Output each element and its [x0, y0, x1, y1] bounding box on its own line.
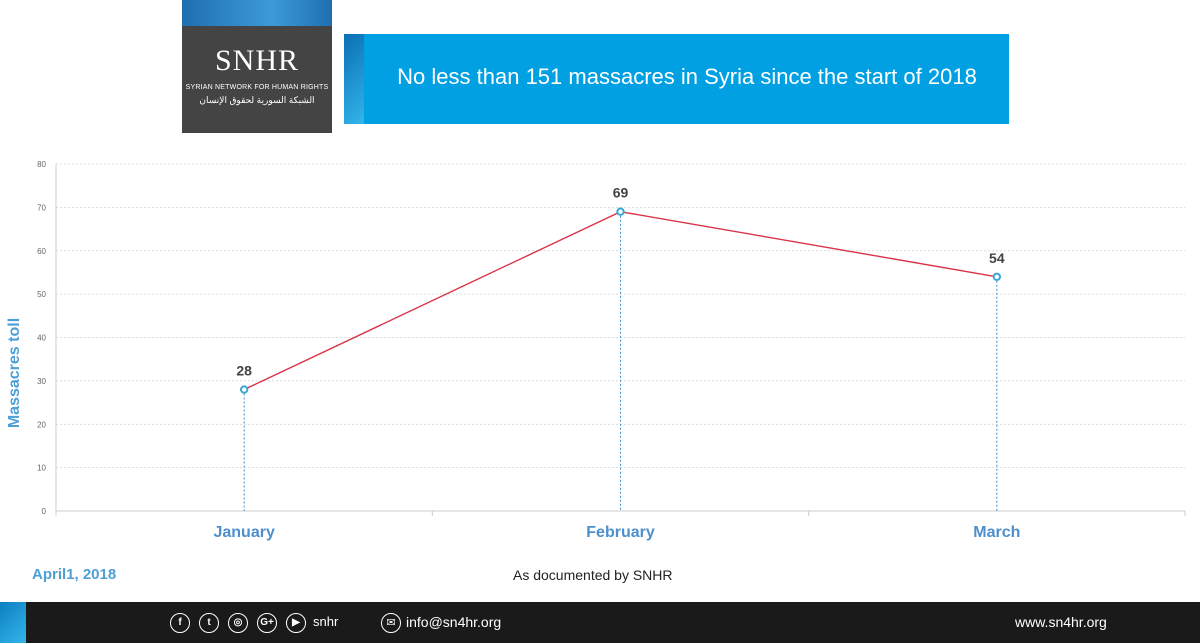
y-tick-label: 80	[37, 160, 46, 169]
x-category-label: January	[213, 524, 274, 541]
data-point	[239, 385, 249, 394]
instagram-icon[interactable]: ◎	[228, 613, 248, 633]
x-category-label: February	[586, 524, 655, 541]
logo-wordmark: SNHR	[214, 44, 300, 77]
footer-corner-accent	[0, 602, 26, 643]
y-tick-label: 0	[42, 507, 47, 516]
snhr-logo: SNHR SYRIAN NETWORK FOR HUMAN RIGHTS الش…	[182, 0, 332, 133]
data-point	[616, 207, 625, 216]
twitter-icon[interactable]: t	[199, 613, 219, 633]
axis-layer: 0 10 20 30 40 50 60 70 80 January February March	[37, 160, 1186, 541]
data-point	[992, 272, 1002, 281]
mark-layer: 28 69 54	[236, 185, 1005, 511]
footer-bar: f t ◎ G+ ▶ snhr ✉ info@sn4hr.org www.sn4hr.o…	[0, 602, 1200, 643]
source-note: As documented by SNHR	[513, 567, 673, 583]
data-label: 54	[989, 250, 1005, 266]
logo-subtitle-arabic: الشبكة السورية لحقوق الإنسان	[199, 95, 315, 105]
google-plus-icon[interactable]: G+	[257, 613, 277, 633]
social-handle: snhr	[313, 614, 339, 629]
data-label: 28	[236, 363, 252, 379]
facebook-icon[interactable]: f	[170, 613, 190, 633]
y-tick-label: 20	[37, 420, 46, 429]
y-tick-label: 40	[37, 334, 46, 343]
line-chart: 0 10 20 30 40 50 60 70 80 January February March 28…	[6, 160, 1186, 541]
title-banner: No less than 151 massacres in Syria sinc…	[344, 34, 1009, 124]
logo-subtitle-english: SYRIAN NETWORK FOR HUMAN RIGHTS	[185, 84, 329, 91]
chart-title: No less than 151 massacres in Syria sinc…	[397, 64, 977, 89]
y-axis-label: Massacres toll	[6, 318, 23, 428]
y-tick-label: 60	[37, 247, 46, 256]
date-label: April1, 2018	[32, 566, 117, 583]
logo-band	[182, 0, 332, 26]
x-category-label: March	[973, 524, 1020, 541]
website-link[interactable]: www.sn4hr.org	[1015, 614, 1107, 630]
email-icon: ✉	[381, 613, 401, 633]
y-tick-label: 50	[37, 290, 46, 299]
email-address[interactable]: info@sn4hr.org	[406, 614, 502, 630]
y-tick-label: 30	[37, 377, 46, 386]
y-tick-label: 10	[37, 464, 46, 473]
banner-stripe	[344, 34, 364, 124]
data-label: 69	[613, 185, 629, 201]
y-tick-label: 70	[37, 203, 46, 212]
youtube-icon[interactable]: ▶	[286, 613, 306, 633]
